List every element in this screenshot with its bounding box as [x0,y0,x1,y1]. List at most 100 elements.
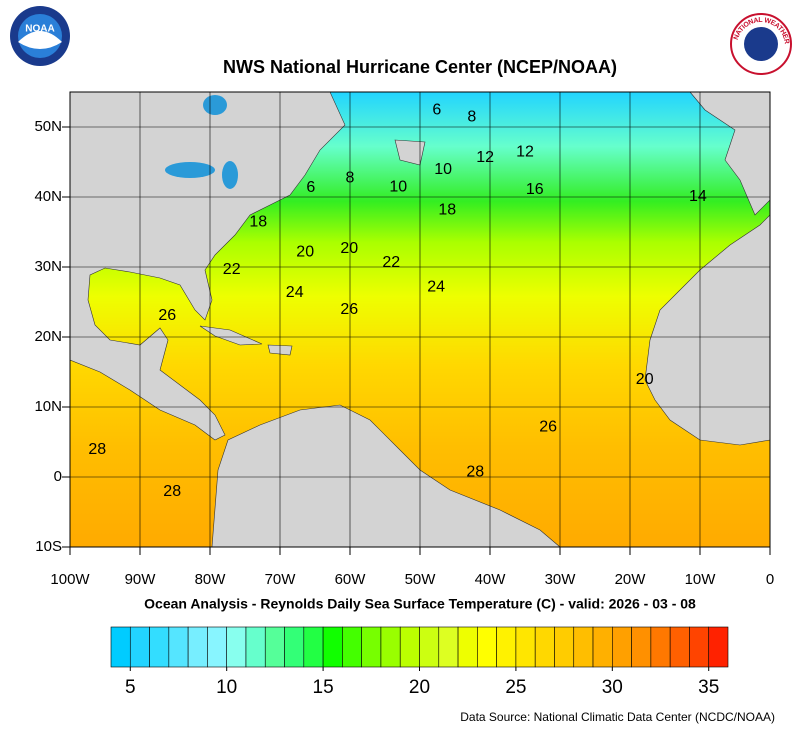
contour-label: 18 [438,202,456,219]
x-tick-label: 60W [335,571,367,588]
contour-label: 28 [163,483,181,500]
contour-label: 22 [382,254,400,271]
contour-label: 22 [223,261,241,278]
nws-logo-text: NATIONAL WEATHER SERVICE [0,0,790,46]
colorbar-swatch [592,626,613,668]
colorbar-swatch [419,626,440,668]
x-tick-label: 50W [405,571,437,588]
contour-label: 28 [88,441,106,458]
colorbar-swatch [708,626,729,668]
colorbar-swatch [303,626,324,668]
x-tick-label: 20W [615,571,647,588]
contour-label: 6 [432,101,441,118]
x-tick-label: 70W [265,571,297,588]
contour-label: 20 [296,244,314,261]
colorbar-swatch [207,626,227,668]
x-tick-label: 100W [50,571,90,588]
cuba [199,325,263,346]
contour-label: 10 [434,161,452,178]
nws-logo-arc: NATIONAL WEATHER SERVICE [0,0,790,46]
noaa-logo-bird [18,31,62,49]
y-tick-label: 0 [54,468,62,485]
colorbar-swatch [669,626,690,668]
lake [165,162,215,178]
colorbar-tick-label: 30 [602,677,623,698]
contour-label: 6 [306,179,315,196]
colorbar-tick-label: 15 [313,677,334,698]
x-tick-label: 10W [685,571,717,588]
contour-label: 12 [476,149,494,166]
contour-label: 24 [286,284,304,301]
colorbar-swatch [689,626,710,668]
x-tick-label: 30W [545,571,577,588]
colorbar-swatch [534,626,555,668]
contour-label: 28 [466,463,484,480]
colorbar-tick-label: 25 [505,677,526,698]
colorbar-swatch [573,626,594,668]
colorbar-swatch [399,626,420,668]
x-tick-label: 40W [475,571,507,588]
colorbar-swatch [496,626,517,668]
colorbar-swatch [361,626,382,668]
contour-label: 14 [689,188,707,205]
contour-label: 8 [346,169,355,186]
land [69,91,771,548]
colorbar-swatch [380,626,401,668]
colorbar-tick-label: 5 [125,677,136,698]
lake [222,161,238,189]
colorbar-swatch [438,626,459,668]
colorbar-swatch [168,626,189,668]
contour-label: 24 [427,279,445,296]
colorbar-swatch [284,626,305,668]
contour-label: 8 [467,108,476,125]
contour-label: 26 [539,419,557,436]
contour-label: 12 [516,143,534,160]
south-america [211,404,561,548]
colorbar-swatch [457,626,478,668]
y-tick-label: 40N [34,188,62,205]
x-tick-label: 90W [125,571,157,588]
y-tick-label: 30N [34,258,62,275]
colorbar-swatch [612,626,632,668]
x-tick-label: 0 [766,571,774,588]
lakes [165,95,238,189]
colorbar-swatch [245,626,266,668]
contour-label: 26 [158,307,176,324]
colorbar-swatch [342,626,362,668]
colorbar-swatch [515,626,536,668]
colorbar-tick-label: 10 [216,677,237,698]
colorbar-swatch [110,626,131,668]
contour-label: 16 [526,181,544,198]
y-tick-label: 50N [34,118,62,135]
noaa-logo-text: NOAA [25,24,54,35]
data-source: Data Source: National Climatic Data Cent… [460,710,775,724]
nws-logo-inner [744,27,778,61]
colorbar-swatch [129,626,150,668]
contour-label: 18 [249,213,267,230]
y-tick-label: 20N [34,328,62,345]
contour-label: 26 [340,301,358,318]
colorbar-swatch [554,626,575,668]
hudson-bay [203,95,227,115]
colorbar-swatch [149,626,170,668]
colorbar-swatch [187,626,208,668]
y-tick-label: 10S [35,538,62,555]
north-america [69,91,346,441]
contour-label: 10 [389,178,407,195]
colorbar-swatch [477,626,497,668]
colorbar-tick-label: 20 [409,677,430,698]
colorbar-swatch [226,626,247,668]
x-tick-label: 80W [195,571,227,588]
colorbar-swatch [322,626,343,668]
colorbar-swatch [264,626,285,668]
y-tick-label: 10N [34,398,62,415]
contour-label: 20 [340,240,358,257]
africa [644,214,771,446]
contour-label: 20 [636,371,654,388]
colorbar-swatch [631,626,652,668]
subtitle: Ocean Analysis - Reynolds Daily Sea Surf… [144,596,696,612]
colorbar-tick-label: 35 [698,677,719,698]
colorbar-swatch [650,626,671,668]
title: NWS National Hurricane Center (NCEP/NOAA… [223,57,617,77]
